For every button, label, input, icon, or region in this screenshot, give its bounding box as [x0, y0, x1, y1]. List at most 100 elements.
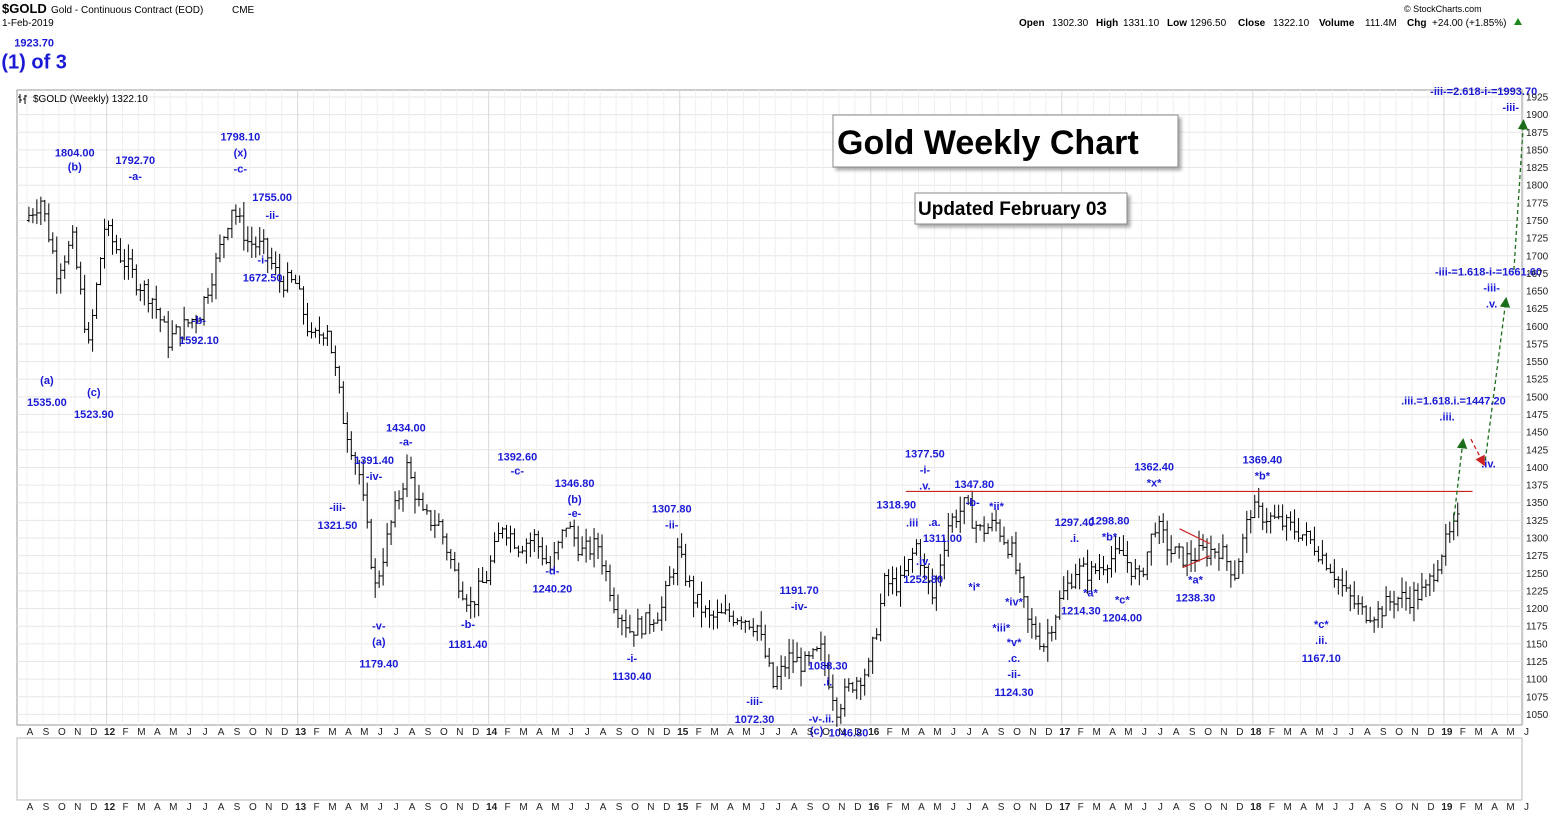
- wave-label: -b-: [966, 497, 980, 509]
- x-tick-label: N: [1029, 802, 1036, 813]
- x-tick-label: S: [1380, 802, 1387, 813]
- wave-label: -ii-: [1007, 669, 1021, 681]
- x-tick-label: O: [1013, 802, 1021, 813]
- wave-label: (x): [234, 148, 248, 160]
- wave-label: -v-: [372, 620, 386, 632]
- y-tick-label: 1500: [1526, 392, 1549, 403]
- x-tick-label: A: [1300, 727, 1307, 738]
- x-tick-label: N: [838, 802, 845, 813]
- update-label: Updated February 03: [918, 199, 1107, 220]
- x-tick-label: J: [585, 727, 590, 738]
- x-tick-label: D: [281, 802, 288, 813]
- x-tick-label: 13: [295, 727, 307, 738]
- update-box: Updated February 03: [914, 192, 1128, 225]
- wave-label: (c): [87, 387, 101, 399]
- x-tick-label: O: [249, 802, 257, 813]
- x-tick-label: J: [760, 727, 765, 738]
- x-tick-label: J: [1333, 802, 1338, 813]
- x-tick-label: M: [1475, 727, 1483, 738]
- wave-label: 1307.80: [652, 503, 692, 515]
- x-tick-label: J: [951, 727, 956, 738]
- wave-label: .iv.: [1481, 458, 1495, 470]
- wave-label: -ii-: [265, 210, 279, 222]
- x-tick-label: M: [519, 727, 527, 738]
- x-tick-label: M: [933, 802, 941, 813]
- x-tick-label: A: [27, 802, 34, 813]
- x-tick-label: M: [1092, 727, 1100, 738]
- x-tick-label: A: [1364, 727, 1371, 738]
- wave-label: 1204.00: [1102, 613, 1142, 625]
- x-tick-label: J: [569, 727, 574, 738]
- wave-label: 1240.20: [532, 583, 572, 595]
- wave-label: .iii.: [1439, 411, 1454, 423]
- x-tick-label: N: [1411, 727, 1418, 738]
- x-tick-label: D: [472, 802, 479, 813]
- x-tick-label: S: [425, 802, 432, 813]
- wave-label: -i-: [627, 653, 638, 665]
- x-tick-label: J: [776, 802, 781, 813]
- x-tick-label: A: [918, 727, 925, 738]
- x-tick-label: N: [838, 727, 845, 738]
- x-tick-label: O: [1204, 802, 1212, 813]
- wave-label: -iii-: [329, 502, 346, 514]
- x-tick-label: D: [854, 727, 861, 738]
- x-tick-label: J: [1158, 727, 1163, 738]
- x-tick-label: J: [776, 727, 781, 738]
- x-tick-label: M: [1315, 727, 1323, 738]
- y-tick-label: 1325: [1526, 516, 1549, 527]
- x-tick-label: D: [1236, 727, 1243, 738]
- x-tick-label: N: [647, 727, 654, 738]
- x-tick-label: M: [169, 802, 177, 813]
- wave-label: 1297.40: [1055, 517, 1095, 529]
- lower-panel: [16, 737, 1523, 801]
- wave-label: 1238.30: [1176, 593, 1216, 605]
- x-tick-label: J: [760, 802, 765, 813]
- x-tick-label: 15: [677, 802, 689, 813]
- x-tick-label: J: [378, 727, 383, 738]
- x-tick-label: S: [616, 802, 623, 813]
- wave-label: -b-: [192, 315, 206, 327]
- y-tick-label: 1925: [1526, 93, 1549, 104]
- wave-label: .i.: [1070, 533, 1079, 545]
- x-tick-label: A: [1300, 802, 1307, 813]
- y-tick-label: 1525: [1526, 375, 1549, 386]
- x-tick-label: A: [154, 727, 161, 738]
- x-tick-label: D: [472, 727, 479, 738]
- x-tick-label: M: [551, 802, 559, 813]
- x-tick-label: O: [440, 802, 448, 813]
- x-tick-label: O: [58, 727, 66, 738]
- y-tick-label: 1050: [1526, 710, 1549, 721]
- y-tick-label: 1300: [1526, 534, 1549, 545]
- y-tick-label: 1225: [1526, 586, 1549, 597]
- x-tick-label: M: [742, 727, 750, 738]
- x-tick-label: D: [90, 802, 97, 813]
- x-tick-label: 17: [1059, 802, 1071, 813]
- x-tick-label: N: [265, 727, 272, 738]
- x-tick-label: N: [1411, 802, 1418, 813]
- x-tick-label: A: [536, 802, 543, 813]
- x-tick-label: J: [394, 727, 399, 738]
- y-tick-label: 1200: [1526, 604, 1549, 615]
- wave-label: *i*: [968, 581, 980, 593]
- wave-degree-label: (1) of 3: [1, 52, 67, 74]
- wave-label: 1130.40: [612, 671, 651, 683]
- x-tick-label: J: [187, 727, 192, 738]
- x-tick-label: M: [1092, 802, 1100, 813]
- wave-label: *b*: [1102, 532, 1118, 544]
- x-tick-label: O: [1395, 802, 1403, 813]
- date-label: 1-Feb-2019: [2, 18, 54, 29]
- wave-label: 1124.30: [994, 687, 1033, 699]
- wave-label: (a): [40, 375, 54, 387]
- x-tick-label: A: [982, 727, 989, 738]
- wave-label: 1179.40: [359, 658, 398, 670]
- arrow-to-v-icon: [1484, 296, 1511, 461]
- y-tick-label: 1675: [1526, 269, 1549, 280]
- symbol-label: $GOLD: [2, 1, 47, 16]
- triangle-upper-line: [1179, 528, 1211, 545]
- x-tick-label: J: [1524, 802, 1529, 813]
- y-tick-label: 1650: [1526, 287, 1549, 298]
- wave-label: .iii.=1.618.i.=1447.20: [1401, 395, 1506, 407]
- x-tick-label: N: [1220, 727, 1227, 738]
- x-tick-label: J: [967, 802, 972, 813]
- x-tick-label: S: [616, 727, 623, 738]
